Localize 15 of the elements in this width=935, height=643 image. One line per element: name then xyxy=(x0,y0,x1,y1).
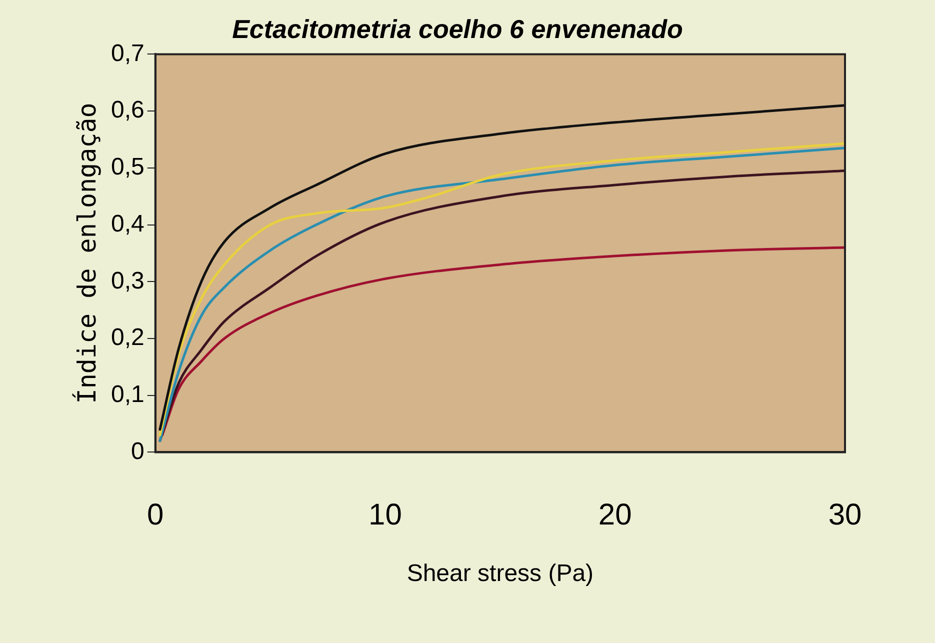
y-tick-label: 0,3 xyxy=(110,267,144,294)
y-tick-label: 0,1 xyxy=(110,380,144,408)
y-axis-title: Índice de enlongação xyxy=(72,102,102,404)
chart-title: Ectacitometria coelho 6 envenenado xyxy=(232,14,684,44)
x-tick-label: 30 xyxy=(828,498,862,532)
y-tick-label: 0,5 xyxy=(110,154,144,181)
y-tick-label: 0,6 xyxy=(110,96,144,124)
y-tick-label: 0 xyxy=(131,438,144,465)
line-series xyxy=(161,246,845,436)
x-axis-title: Shear stress (Pa) xyxy=(406,560,594,588)
x-tick-label: 10 xyxy=(368,498,402,532)
y-tick-label: 0,7 xyxy=(110,40,144,67)
y-tick-label: 0,4 xyxy=(110,210,144,238)
x-tick-label: 20 xyxy=(598,498,632,532)
y-tick-label: 0,2 xyxy=(110,324,144,352)
